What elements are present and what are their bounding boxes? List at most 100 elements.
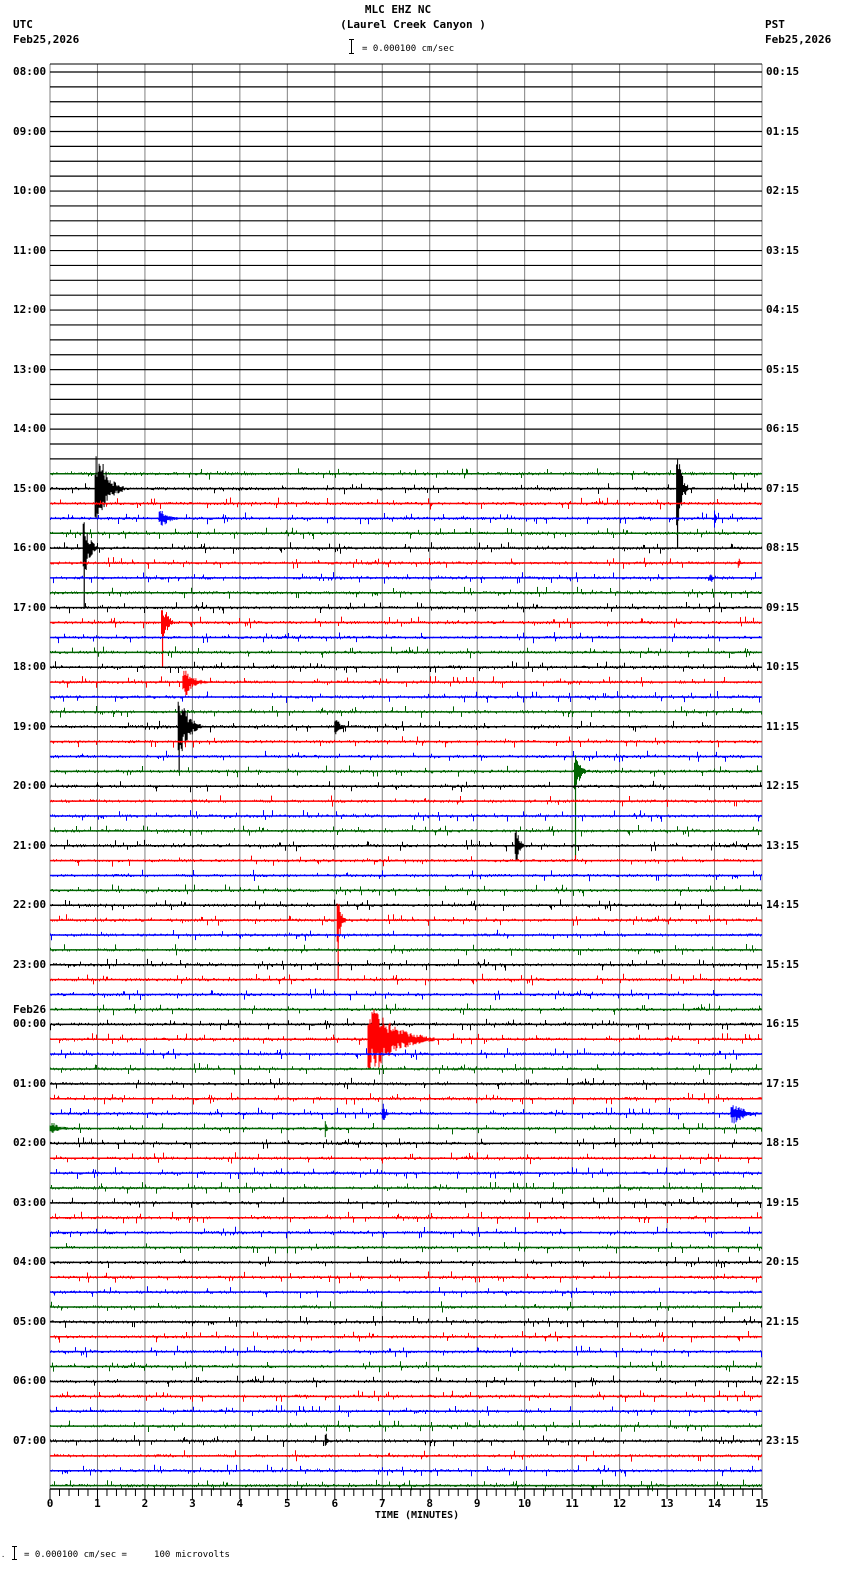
- utc-hour-label: 02:00: [13, 1136, 47, 1150]
- seismic-event: [182, 670, 207, 695]
- trace-noise: [50, 1167, 762, 1179]
- seismic-event: [82, 522, 98, 570]
- trace-noise: [50, 1182, 762, 1194]
- trace-noise: [50, 482, 762, 495]
- x-tick-label: 0: [46, 1497, 54, 1510]
- trace-noise: [50, 586, 762, 599]
- trace-noise: [50, 1479, 762, 1492]
- pst-hour-label: 19:15: [766, 1195, 800, 1209]
- x-tick-label: 11: [565, 1497, 579, 1510]
- footer-mark: .: [1, 1551, 6, 1559]
- trace-noise: [50, 855, 762, 867]
- trace-noise: [50, 795, 762, 807]
- seismic-event: [158, 511, 183, 526]
- utc-hour-label: 13:00: [13, 362, 47, 376]
- trace-noise: [50, 1226, 762, 1239]
- utc-hour-label: 01:00: [13, 1076, 47, 1090]
- trace-noise: [50, 810, 762, 822]
- seismic-event: [737, 558, 743, 568]
- pst-hour-label: 12:15: [766, 779, 800, 793]
- trace-noise: [50, 1003, 762, 1016]
- utc-hour-label: 12:00: [13, 303, 47, 317]
- utc-hour-label: 04:00: [13, 1255, 47, 1269]
- trace-noise: [50, 1197, 762, 1209]
- trace-noise: [50, 572, 762, 584]
- pst-hour-label: 04:15: [766, 303, 800, 317]
- utc-hour-label: 21:00: [13, 838, 47, 852]
- trace-noise: [50, 958, 762, 971]
- seismic-event: [730, 1105, 762, 1124]
- scale-bar-icon: [349, 39, 355, 54]
- right-date: Feb25,2026: [765, 33, 832, 46]
- seismic-event: [177, 701, 202, 752]
- x-tick-label: 6: [331, 1497, 339, 1510]
- x-axis-label: TIME (MINUTES): [374, 1510, 460, 1521]
- trace-noise: [50, 1211, 762, 1224]
- utc-hour-label: 17:00: [13, 600, 47, 614]
- trace-noise: [50, 646, 762, 659]
- trace-noise: [50, 1375, 762, 1388]
- pst-hour-label: 02:15: [766, 184, 800, 198]
- pst-hour-label: 17:15: [766, 1076, 800, 1090]
- trace-noise: [50, 825, 762, 837]
- seismic-event: [334, 720, 350, 735]
- pst-hour-label: 13:15: [766, 838, 800, 852]
- x-tick-label: 15: [755, 1497, 769, 1510]
- utc-hour-label: 22:00: [13, 898, 47, 912]
- trace-noise: [50, 616, 762, 629]
- utc-hour-label: 23:00: [13, 957, 47, 971]
- utc-hour-label: 09:00: [13, 124, 47, 138]
- seismic-event: [381, 1103, 390, 1120]
- trace-noise: [50, 736, 762, 748]
- utc-hour-label: 10:00: [13, 184, 47, 198]
- station-location: (Laurel Creek Canyon ): [340, 18, 486, 31]
- trace-noise: [50, 1242, 762, 1254]
- trace-noise: [50, 750, 762, 763]
- trace-noise: [50, 1464, 762, 1477]
- trace-noise: [50, 720, 762, 733]
- footer-scale-bar-icon: [12, 1546, 18, 1560]
- trace-noise: [50, 1018, 762, 1031]
- utc-hour-label: 06:00: [13, 1374, 47, 1388]
- x-tick-label: 12: [612, 1497, 627, 1510]
- pst-hour-label: 07:15: [766, 481, 800, 495]
- pst-hour-label: 20:15: [766, 1255, 800, 1269]
- pst-hour-label: 18:15: [766, 1136, 800, 1150]
- pst-hour-label: 01:15: [766, 124, 800, 138]
- pst-hour-label: 15:15: [766, 957, 800, 971]
- trace-noise: [50, 1256, 762, 1268]
- trace-noise: [50, 1435, 762, 1447]
- trace-noise: [50, 1420, 762, 1432]
- utc-hour-label: 08:00: [13, 65, 47, 78]
- trace-noise: [50, 706, 762, 718]
- trace-noise: [50, 1107, 762, 1120]
- x-tick-label: 8: [426, 1497, 434, 1510]
- pst-hour-label: 21:15: [766, 1314, 800, 1328]
- trace-noise: [50, 468, 762, 480]
- trace-noise: [50, 944, 762, 956]
- seismic-event: [324, 1433, 330, 1446]
- x-tick-label: 13: [660, 1497, 674, 1510]
- seismic-event: [367, 1009, 435, 1069]
- seismic-event: [324, 1121, 329, 1138]
- trace-noise: [50, 765, 762, 778]
- pst-hour-label: 05:15: [766, 362, 800, 376]
- trace-noise: [50, 929, 762, 941]
- trace-noise: [50, 1152, 762, 1165]
- trace-noise: [50, 780, 762, 793]
- right-timezone: PST: [765, 18, 785, 31]
- pst-hour-label: 22:15: [766, 1374, 800, 1388]
- trace-noise: [50, 839, 762, 852]
- trace-noise: [50, 676, 762, 688]
- seismic-event: [574, 755, 586, 790]
- pst-hour-label: 08:15: [766, 541, 800, 555]
- trace-noise: [50, 1137, 762, 1150]
- seismic-event: [94, 456, 124, 517]
- pst-hour-label: 14:15: [766, 898, 800, 912]
- pst-hour-label: 09:15: [766, 600, 800, 614]
- utc-date-change-label: Feb26: [13, 1003, 47, 1017]
- trace-noise: [50, 542, 762, 554]
- trace-noise: [50, 973, 762, 986]
- trace-noise: [50, 1390, 762, 1402]
